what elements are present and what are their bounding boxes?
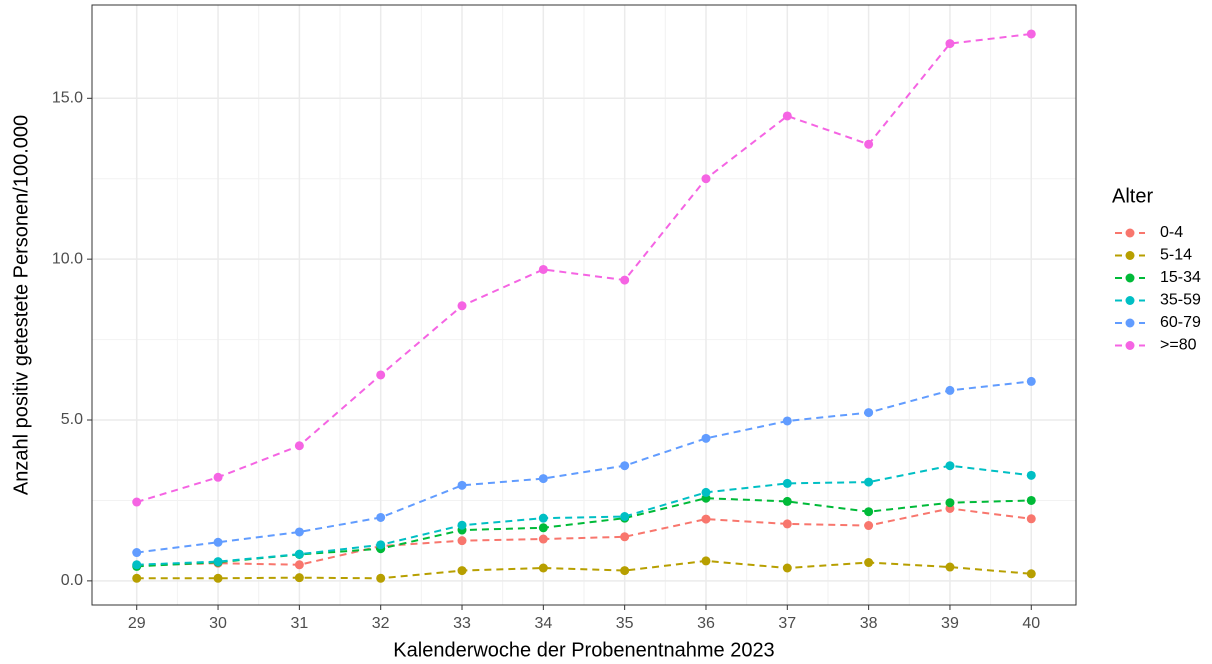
data-point bbox=[213, 557, 223, 567]
x-tick-label: 30 bbox=[209, 615, 227, 632]
plot-border bbox=[91, 4, 1077, 606]
data-point bbox=[620, 566, 630, 576]
data-point bbox=[294, 441, 304, 451]
legend-label: 35-59 bbox=[1160, 292, 1201, 309]
data-point bbox=[945, 461, 955, 471]
data-point bbox=[701, 174, 711, 184]
data-point bbox=[538, 474, 548, 484]
y-tick-label: 15.0 bbox=[52, 90, 83, 107]
data-point bbox=[620, 275, 630, 285]
data-point bbox=[864, 139, 874, 149]
legend-label: >=80 bbox=[1160, 337, 1197, 354]
data-point bbox=[620, 461, 630, 471]
data-point bbox=[701, 433, 711, 443]
data-point bbox=[213, 472, 223, 482]
x-tick-label: 39 bbox=[941, 615, 959, 632]
x-tick-label: 33 bbox=[453, 615, 471, 632]
data-point bbox=[701, 514, 711, 524]
data-point bbox=[782, 519, 792, 529]
x-tick-label: 37 bbox=[778, 615, 796, 632]
data-point bbox=[132, 573, 142, 583]
data-point bbox=[457, 520, 467, 530]
data-point bbox=[457, 566, 467, 576]
data-point bbox=[376, 540, 386, 550]
data-point bbox=[294, 527, 304, 537]
data-point bbox=[864, 408, 874, 418]
series-line bbox=[136, 380, 1032, 554]
data-point bbox=[782, 563, 792, 573]
data-point bbox=[538, 534, 548, 544]
data-point bbox=[213, 537, 223, 547]
x-tick-label: 31 bbox=[290, 615, 308, 632]
legend-key bbox=[1125, 251, 1135, 260]
legend-label: 0-4 bbox=[1160, 224, 1183, 241]
y-tick-label: 5.0 bbox=[61, 411, 83, 428]
data-point bbox=[457, 301, 467, 311]
data-point bbox=[1026, 514, 1036, 524]
y-tick-label: 0.0 bbox=[61, 572, 83, 589]
data-point bbox=[945, 385, 955, 395]
y-tick-label: 10.0 bbox=[52, 250, 83, 267]
data-point bbox=[864, 558, 874, 568]
data-point bbox=[782, 416, 792, 426]
legend-key bbox=[1125, 318, 1135, 328]
legend-key bbox=[1125, 296, 1135, 305]
data-point bbox=[782, 111, 792, 121]
data-point bbox=[1026, 569, 1036, 579]
data-point bbox=[538, 563, 548, 573]
data-point bbox=[294, 573, 304, 583]
data-point bbox=[864, 507, 874, 517]
data-point bbox=[1026, 29, 1036, 39]
data-point bbox=[864, 477, 874, 487]
data-point bbox=[213, 573, 223, 583]
data-point bbox=[1026, 376, 1036, 386]
data-point bbox=[132, 497, 142, 507]
data-point bbox=[294, 549, 304, 559]
series-line bbox=[136, 559, 1032, 580]
legend-label: 15-34 bbox=[1160, 269, 1201, 286]
data-point bbox=[132, 548, 142, 558]
series-line bbox=[136, 464, 1032, 566]
data-point bbox=[538, 513, 548, 523]
legend-key bbox=[1125, 341, 1135, 350]
legend-label: 60-79 bbox=[1160, 314, 1201, 331]
data-point bbox=[1026, 470, 1036, 480]
data-point bbox=[457, 480, 467, 490]
data-point bbox=[376, 512, 386, 522]
x-tick-label: 34 bbox=[534, 615, 552, 632]
data-point bbox=[945, 39, 955, 49]
data-point bbox=[620, 512, 630, 522]
data-point bbox=[782, 496, 792, 506]
data-point bbox=[376, 370, 386, 380]
legend-title: Alter bbox=[1112, 185, 1153, 207]
data-point bbox=[620, 532, 630, 542]
x-tick-label: 40 bbox=[1022, 615, 1040, 632]
y-axis-title: Anzahl positiv getestete Personen/100.00… bbox=[10, 115, 32, 495]
data-point bbox=[294, 560, 304, 570]
legend-label: 5-14 bbox=[1160, 247, 1192, 264]
x-tick-label: 32 bbox=[372, 615, 390, 632]
x-tick-label: 35 bbox=[616, 615, 634, 632]
x-tick-label: 38 bbox=[860, 615, 878, 632]
x-tick-label: 29 bbox=[128, 615, 146, 632]
data-point bbox=[945, 562, 955, 572]
x-tick-label: 36 bbox=[697, 615, 715, 632]
data-point bbox=[782, 478, 792, 488]
data-point bbox=[538, 523, 548, 533]
series-line bbox=[136, 32, 1032, 504]
data-point bbox=[701, 487, 711, 497]
series-line bbox=[136, 507, 1032, 567]
legend-key bbox=[1125, 228, 1135, 238]
data-point bbox=[538, 264, 548, 274]
data-point bbox=[945, 498, 955, 508]
legend-key bbox=[1125, 273, 1135, 283]
data-point bbox=[376, 573, 386, 583]
data-point bbox=[132, 560, 142, 570]
data-point bbox=[864, 521, 874, 531]
data-point bbox=[1026, 495, 1036, 505]
data-point bbox=[457, 536, 467, 546]
x-axis-title: Kalenderwoche der Probenentnahme 2023 bbox=[393, 639, 774, 661]
data-point bbox=[701, 556, 711, 566]
